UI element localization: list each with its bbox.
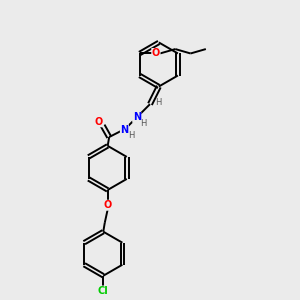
Text: H: H bbox=[140, 119, 146, 128]
Text: N: N bbox=[133, 112, 141, 122]
Text: O: O bbox=[103, 200, 112, 210]
Text: H: H bbox=[155, 98, 161, 107]
Text: O: O bbox=[152, 49, 160, 58]
Text: Cl: Cl bbox=[98, 286, 109, 296]
Text: O: O bbox=[95, 117, 103, 127]
Text: N: N bbox=[120, 125, 128, 135]
Text: H: H bbox=[129, 130, 135, 140]
